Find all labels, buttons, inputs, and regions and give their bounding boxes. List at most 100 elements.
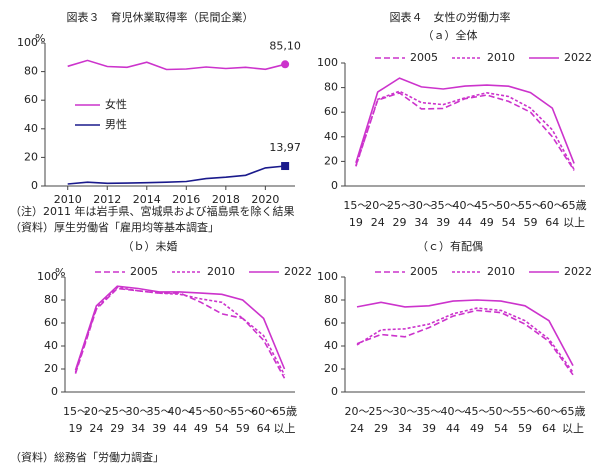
legend-label: 2005 [410,51,438,64]
x-tick-label: 20〜 [365,199,390,212]
y-tick-label: 60 [44,316,58,329]
y-tick-label: 100 [317,56,338,69]
x-tick-label: 34 [131,422,145,435]
y-tick-label: 40 [24,122,38,135]
x-tick-label: 25〜 [369,405,394,418]
x-tick-label: 59 [518,422,532,435]
x-tick-label: 40〜 [441,405,466,418]
x-tick-label: 24 [371,216,385,229]
series-line [355,77,575,164]
y-tick-label: 20 [324,362,338,375]
x-tick-label: 24 [350,422,364,435]
note: （資料）総務省「労働力調査」 [10,450,164,464]
x-tick-label: 55〜 [230,405,255,418]
x-tick-label: 15〜 [343,199,368,212]
y-tick-label: 60 [24,93,38,106]
y-tick-label: 100 [37,270,58,283]
x-tick-label: 50〜 [489,405,514,418]
x-tick-label: 39 [422,422,436,435]
chart-title: 図表４ 女性の労働力率 [390,10,511,24]
x-tick-label: 35〜 [417,405,442,418]
x-tick-label: 65歳 [562,199,587,212]
x-tick-label: 44 [446,422,460,435]
chart-subtitle: （ｃ）有配偶 [417,239,483,253]
y-tick-label: 0 [331,385,338,398]
y-tick-label: 40 [324,339,338,352]
x-tick-label: 50〜 [209,405,234,418]
series-line [67,59,286,71]
note: （注）2011 年は岩手県、宮城県および福島県を除く結果 [10,204,295,218]
y-tick-label: 40 [324,130,338,143]
series-line [355,92,575,171]
series-line [74,286,286,376]
y-tick-label: 80 [324,293,338,306]
x-tick-label: 45〜 [465,405,490,418]
x-tick-label: 以上 [563,216,585,229]
chart-subtitle: （ａ）全体 [423,28,478,42]
x-tick-label: 20〜 [345,405,370,418]
series-line [74,287,286,379]
series-line [355,90,575,170]
x-tick-label: 65歳 [272,405,297,418]
x-tick-label: 20〜 [84,405,109,418]
y-unit: % [35,32,45,45]
x-tick-label: 55〜 [518,199,543,212]
legend-label: 2010 [487,51,515,64]
legend-label: 2010 [207,265,235,278]
y-unit: % [55,266,65,279]
point-marker [281,162,290,171]
x-tick-label: 30〜 [126,405,151,418]
x-tick-label: 2018 [212,193,240,206]
y-tick-label: 20 [24,150,38,163]
x-tick-label: 19 [349,216,363,229]
x-tick-label: 34 [414,216,428,229]
x-tick-label: 25〜 [105,405,130,418]
y-tick-label: 20 [324,154,338,167]
y-tick-label: 80 [44,293,58,306]
y-tick-label: 80 [324,81,338,94]
x-tick-label: 65歳 [561,405,586,418]
x-tick-label: 40〜 [453,199,478,212]
x-tick-label: 35〜 [431,199,456,212]
note: （資料）厚生労働省「雇用均等基本調査」 [10,220,219,234]
x-tick-label: 50〜 [496,199,521,212]
x-tick-label: 64 [542,422,556,435]
legend-label: 2010 [487,265,515,278]
y-tick-label: 60 [324,105,338,118]
x-tick-label: 59 [236,422,250,435]
x-tick-label: 60〜 [537,405,562,418]
x-tick-label: 以上 [274,422,296,435]
y-tick-label: 100 [317,270,338,283]
y-tick-label: 40 [44,339,58,352]
x-tick-label: 2016 [172,193,200,206]
value-label: 13,97 [269,141,301,154]
x-tick-label: 64 [257,422,271,435]
x-tick-label: 64 [545,216,559,229]
series-line [67,165,286,185]
x-tick-label: 以上 [562,422,584,435]
y-tick-label: 0 [31,179,38,192]
x-tick-label: 60〜 [540,199,565,212]
legend-label: 2022 [564,265,592,278]
x-tick-label: 60〜 [251,405,276,418]
y-tick-label: 100 [17,36,38,49]
value-label: 85,10 [269,39,301,52]
x-tick-label: 44 [458,216,472,229]
x-tick-label: 45〜 [188,405,213,418]
y-tick-label: 60 [324,316,338,329]
x-tick-label: 35〜 [147,405,172,418]
y-tick-label: 80 [24,65,38,78]
x-tick-label: 54 [502,216,516,229]
point-marker [281,60,290,69]
x-tick-label: 49 [470,422,484,435]
legend-label: 2022 [564,51,592,64]
y-tick-label: 0 [51,385,58,398]
x-tick-label: 54 [494,422,508,435]
series-line [356,309,574,376]
x-tick-label: 30〜 [409,199,434,212]
x-tick-label: 30〜 [393,405,418,418]
x-tick-label: 29 [374,422,388,435]
x-tick-label: 29 [393,216,407,229]
x-tick-label: 25〜 [387,199,412,212]
